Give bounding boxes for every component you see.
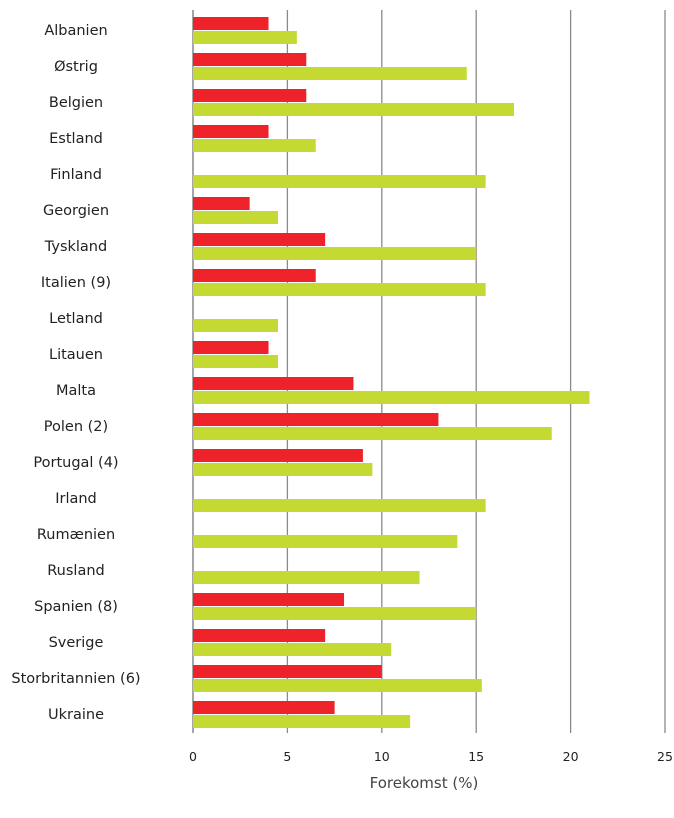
x-tick-label: 15 xyxy=(468,749,484,764)
category-label: Finland xyxy=(50,167,102,183)
x-tick-label: 10 xyxy=(374,749,390,764)
bar-green xyxy=(193,643,392,656)
bar-green xyxy=(193,175,486,188)
category-label: Estland xyxy=(49,131,103,147)
category-label: Portugal (4) xyxy=(33,455,118,471)
x-tick-label: 0 xyxy=(189,749,197,764)
category-label: Albanien xyxy=(44,23,107,39)
bar-green xyxy=(193,427,552,440)
bar-green xyxy=(193,715,411,728)
bar-red xyxy=(193,377,354,390)
category-label: Spanien (8) xyxy=(34,599,118,615)
category-label: Litauen xyxy=(49,347,103,363)
bar-green xyxy=(193,571,420,584)
bar-green xyxy=(193,319,278,332)
bar-green xyxy=(193,535,458,548)
category-label: Ukraine xyxy=(48,707,104,723)
category-label: Italien (9) xyxy=(41,275,111,291)
x-tick-label: 25 xyxy=(657,749,673,764)
category-labels: Albanien Østrig Belgien Estland Finland Georg… xyxy=(11,23,140,723)
bar-red xyxy=(193,197,250,210)
category-label: Polen (2) xyxy=(44,419,108,435)
category-label: Irland xyxy=(55,491,97,507)
category-label: Malta xyxy=(56,383,96,399)
gridlines xyxy=(192,10,666,733)
bar-red xyxy=(193,89,307,102)
bar-green xyxy=(193,679,482,692)
bar-red xyxy=(193,341,269,354)
bar-red xyxy=(193,449,363,462)
category-label: Rusland xyxy=(47,563,104,579)
bar-green xyxy=(193,31,297,44)
bar-green xyxy=(193,211,278,224)
category-label: Tyskland xyxy=(44,239,107,255)
x-tick-label: 5 xyxy=(283,749,291,764)
bar-green xyxy=(193,103,514,116)
bar-green xyxy=(193,499,486,512)
bar-red xyxy=(193,701,335,714)
x-tick-label: 20 xyxy=(563,749,579,764)
bar-red xyxy=(193,593,345,606)
bar-red xyxy=(193,413,439,426)
x-axis-title: Forekomst (%) xyxy=(370,774,479,792)
bar-green xyxy=(193,355,278,368)
bar-green xyxy=(193,283,486,296)
bar-red xyxy=(193,125,269,138)
bar-green xyxy=(193,391,590,404)
category-label: Letland xyxy=(49,311,103,327)
category-label: Sverige xyxy=(49,635,104,651)
bar-red xyxy=(193,629,326,642)
x-tick-labels: 0 5 10 15 20 25 xyxy=(189,749,673,764)
category-label: Storbritannien (6) xyxy=(11,671,140,687)
bar-green xyxy=(193,67,467,80)
category-label: Rumænien xyxy=(37,527,115,543)
bar-green xyxy=(193,247,477,260)
bar-green xyxy=(193,463,373,476)
bar-red xyxy=(193,53,307,66)
bar-red xyxy=(193,269,316,282)
bar-red xyxy=(193,233,326,246)
bar-green xyxy=(193,139,316,152)
category-label: Belgien xyxy=(49,95,103,111)
bar-green xyxy=(193,607,477,620)
bars xyxy=(193,17,590,728)
bar-red xyxy=(193,17,269,30)
bar-red xyxy=(193,665,382,678)
category-label: Østrig xyxy=(54,59,98,75)
category-label: Georgien xyxy=(43,203,109,219)
